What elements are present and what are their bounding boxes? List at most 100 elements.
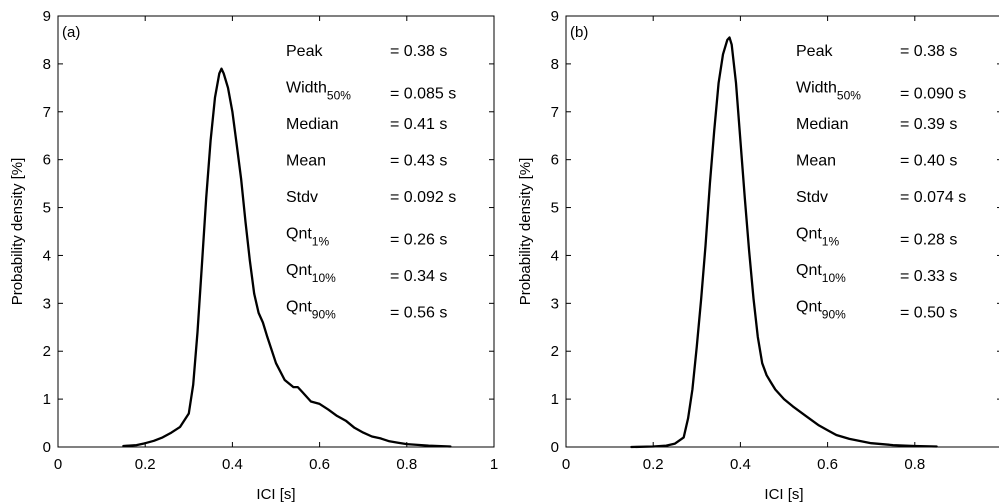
x-tick-label: 0.2 xyxy=(135,456,156,473)
stat-value: = 0.28 s xyxy=(900,232,957,249)
stat-subscript: 90% xyxy=(822,308,846,322)
stat-name-text: Width xyxy=(286,80,327,97)
stat-name: Stdv xyxy=(796,189,828,206)
y-tick-label: 0 xyxy=(551,439,559,456)
panel-b: 0 1 2 3 4 5 6 7 8 9 0 0.2 0.4 0.6 0.8 ICI [s] Probabilit… xyxy=(517,8,999,503)
stat-name: Qnt10% xyxy=(286,262,336,285)
y-tick-label: 6 xyxy=(551,152,559,169)
y-tick-label: 5 xyxy=(43,200,51,217)
y-tick-label: 5 xyxy=(551,200,559,217)
stat-subscript: 10% xyxy=(822,271,846,285)
series-line xyxy=(630,36,938,449)
y-tick-label: 7 xyxy=(43,104,51,121)
stat-name-text: Peak xyxy=(796,43,833,60)
y-tick-label: 8 xyxy=(551,56,559,73)
stat-value: = 0.50 s xyxy=(900,305,957,322)
stat-name: Qnt90% xyxy=(286,299,336,322)
stat-name-text: Mean xyxy=(796,153,836,170)
stat-value: = 0.34 s xyxy=(390,268,447,285)
stat-name-text: Width xyxy=(796,80,837,97)
y-tick-label: 3 xyxy=(551,295,559,312)
y-tick-label: 4 xyxy=(43,247,51,264)
stat-name: Mean xyxy=(796,153,836,170)
stat-subscript: 50% xyxy=(837,89,861,103)
stat-name-text: Stdv xyxy=(286,189,318,206)
stat-name-text: Qnt xyxy=(796,226,822,243)
stat-subscript: 1% xyxy=(312,235,330,249)
y-axis-label: Probability density [%] xyxy=(517,158,534,306)
plot-frame xyxy=(565,15,999,448)
stat-subscript: 1% xyxy=(822,235,840,249)
stat-value: = 0.41 s xyxy=(390,116,447,133)
x-tick-label: 0.2 xyxy=(643,456,664,473)
series-line xyxy=(122,67,452,448)
panel-label: (b) xyxy=(570,24,588,41)
x-tick-label: 0.8 xyxy=(396,456,417,473)
stat-name: Peak xyxy=(286,43,323,60)
stat-name: Stdv xyxy=(286,189,318,206)
stat-name: Qnt10% xyxy=(796,262,846,285)
stat-name-text: Qnt xyxy=(286,299,312,316)
stat-name-text: Stdv xyxy=(796,189,828,206)
stat-name: Median xyxy=(286,116,338,133)
y-tick-label: 7 xyxy=(551,104,559,121)
y-tick-label: 2 xyxy=(551,343,559,360)
stat-subscript: 50% xyxy=(327,89,351,103)
y-tick-label: 1 xyxy=(551,391,559,408)
y-tick-label: 4 xyxy=(551,247,559,264)
stat-value: = 0.074 s xyxy=(900,189,966,206)
x-axis-label: ICI [s] xyxy=(764,486,803,503)
y-tick-label: 3 xyxy=(43,295,51,312)
y-tick-label: 0 xyxy=(43,439,51,456)
y-tick-label: 8 xyxy=(43,56,51,73)
stat-name-text: Qnt xyxy=(796,299,822,316)
y-axis-label: Probability density [%] xyxy=(9,158,26,306)
panel-a: 0 1 2 3 4 5 6 7 8 9 0 0.2 0.4 0.6 0.8 1 ICI [s] Probabili… xyxy=(9,8,498,503)
stat-name-text: Median xyxy=(796,116,848,133)
x-tick-label: 0 xyxy=(562,456,570,473)
plot-frame xyxy=(57,15,495,448)
x-tick-label: 0.4 xyxy=(730,456,751,473)
stat-value: = 0.33 s xyxy=(900,268,957,285)
y-tick-label: 9 xyxy=(43,8,51,25)
stat-value: = 0.56 s xyxy=(390,305,447,322)
stat-value: = 0.38 s xyxy=(900,43,957,60)
stat-value: = 0.26 s xyxy=(390,232,447,249)
stat-value: = 0.38 s xyxy=(390,43,447,60)
y-tick-label: 2 xyxy=(43,343,51,360)
stat-subscript: 90% xyxy=(312,308,336,322)
stat-name: Peak xyxy=(796,43,833,60)
stat-name-text: Mean xyxy=(286,153,326,170)
stat-name: Width50% xyxy=(796,80,861,103)
stat-value: = 0.092 s xyxy=(390,189,456,206)
stat-name: Qnt1% xyxy=(286,226,329,249)
x-tick-label: 0.6 xyxy=(309,456,330,473)
stat-value: = 0.39 s xyxy=(900,116,957,133)
stat-name: Width50% xyxy=(286,80,351,103)
stat-name-text: Median xyxy=(286,116,338,133)
stat-value: = 0.090 s xyxy=(900,86,966,103)
stat-name-text: Qnt xyxy=(286,226,312,243)
stat-name-text: Qnt xyxy=(796,262,822,279)
stat-value: = 0.085 s xyxy=(390,86,456,103)
x-tick-label: 0 xyxy=(54,456,62,473)
y-tick-label: 6 xyxy=(43,152,51,169)
y-tick-label: 9 xyxy=(551,8,559,25)
stat-name: Mean xyxy=(286,153,326,170)
x-tick-label: 0.6 xyxy=(817,456,838,473)
stat-subscript: 10% xyxy=(312,271,336,285)
y-tick-label: 1 xyxy=(43,391,51,408)
x-tick-label: 1 xyxy=(490,456,498,473)
stat-name: Qnt90% xyxy=(796,299,846,322)
stat-value: = 0.40 s xyxy=(900,153,957,170)
stat-name: Qnt1% xyxy=(796,226,839,249)
x-tick-label: 0.4 xyxy=(222,456,243,473)
x-tick-label: 0.8 xyxy=(904,456,925,473)
stat-name: Median xyxy=(796,116,848,133)
stat-value: = 0.43 s xyxy=(390,153,447,170)
stat-name-text: Qnt xyxy=(286,262,312,279)
panel-label: (a) xyxy=(62,24,80,41)
stat-name-text: Peak xyxy=(286,43,323,60)
x-axis-label: ICI [s] xyxy=(256,486,295,503)
